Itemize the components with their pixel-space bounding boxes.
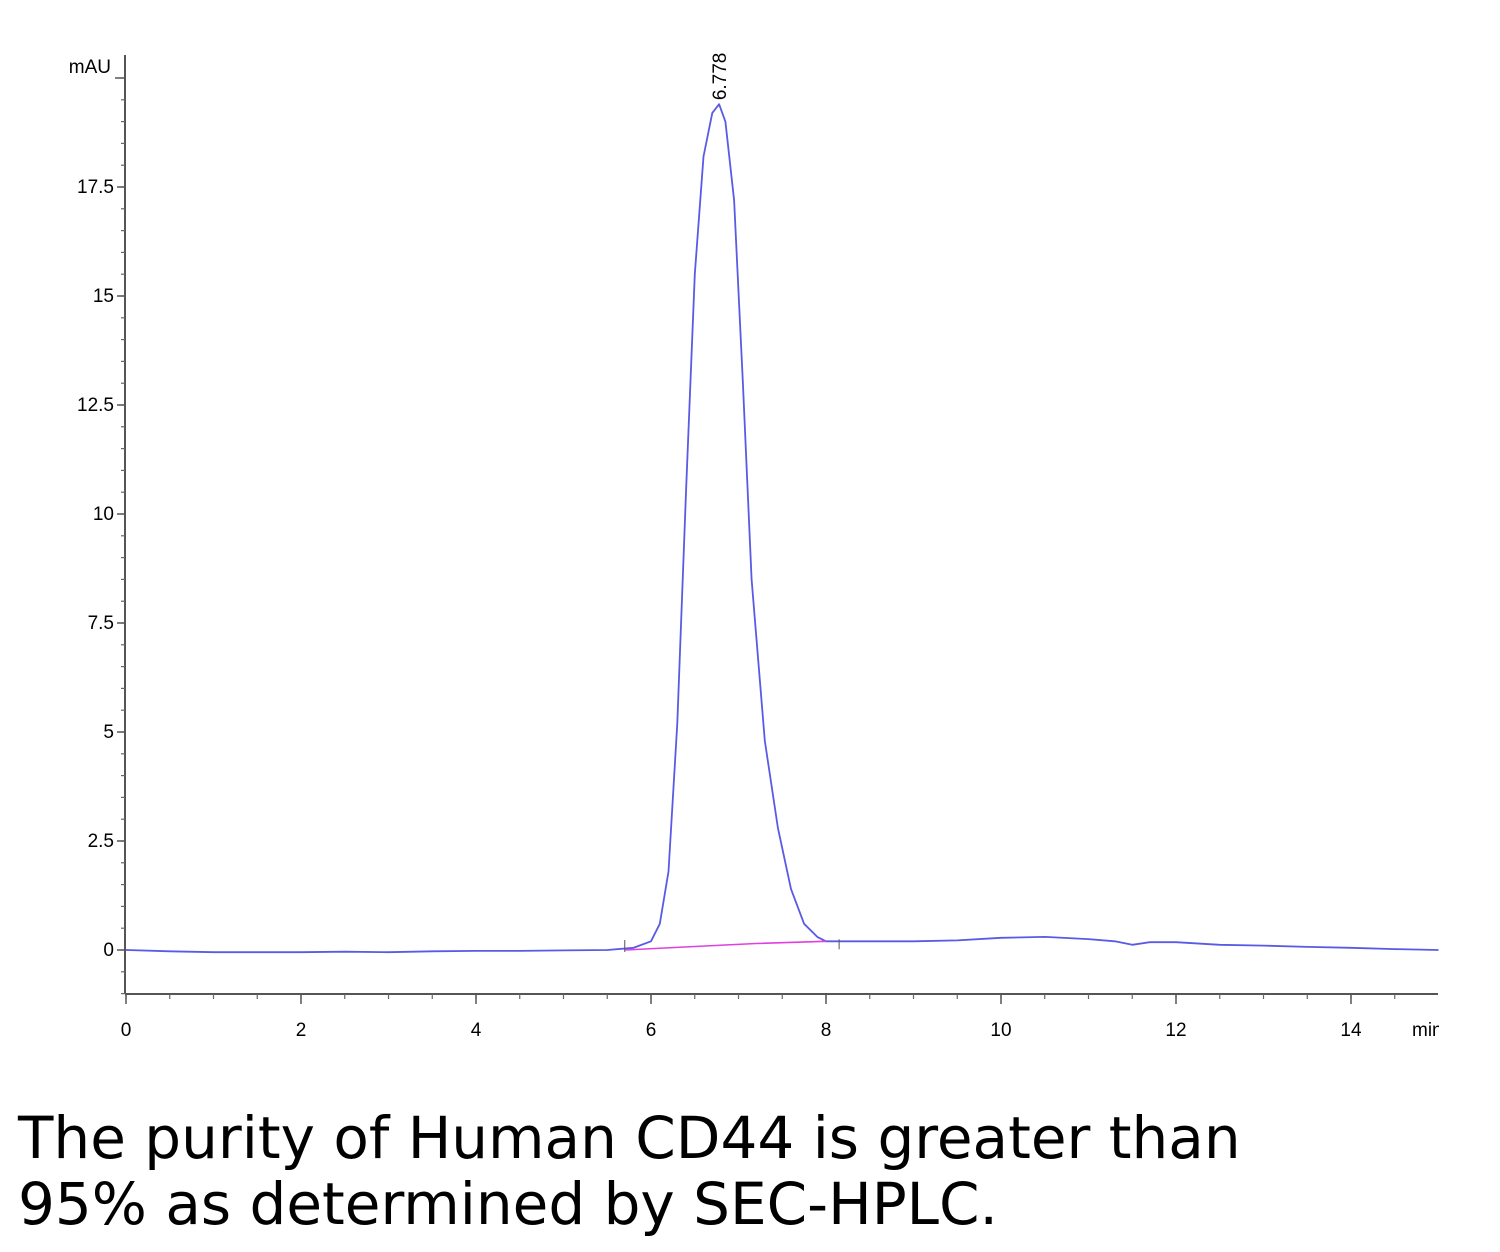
x-tick-label: 4 <box>471 1020 482 1041</box>
x-tick-label: 0 <box>121 1020 132 1041</box>
chromatogram-trace <box>125 103 1439 954</box>
y-tick-label: 2.5 <box>88 831 114 852</box>
y-tick-label: 10 <box>93 504 114 525</box>
y-tick-label: 0 <box>103 940 114 961</box>
x-tick-label: 10 <box>990 1020 1011 1041</box>
peak-annotations: 6.778 <box>710 53 731 101</box>
series-layer <box>125 103 1439 954</box>
y-tick-label: 15 <box>93 286 114 307</box>
caption-line-1: The purity of Human CD44 is greater than <box>18 1104 1241 1172</box>
x-tick-label: 6 <box>646 1020 657 1041</box>
x-label-mask <box>1439 1010 1500 1050</box>
x-axis-label: min <box>1412 1020 1443 1041</box>
x-tick-label: 14 <box>1340 1020 1362 1041</box>
y-tick-label: 7.5 <box>88 613 114 634</box>
x-tick-label: 2 <box>296 1020 307 1041</box>
y-axis: 0 2.5 5 7.5 10 12.5 15 17.5 mAU <box>69 55 126 995</box>
x-tick-label: 12 <box>1165 1020 1186 1041</box>
y-tick-label: 12.5 <box>77 395 114 416</box>
peak-label: 6.778 <box>710 53 731 101</box>
baseline-trace <box>624 940 827 951</box>
figure-caption: The purity of Human CD44 is greater than… <box>18 1105 1478 1237</box>
y-tick-label: 5 <box>103 722 114 743</box>
x-axis: 0 2 4 6 8 10 12 14 min <box>121 993 1500 1050</box>
y-axis-label: mAU <box>69 57 111 78</box>
x-tick-label: 8 <box>821 1020 832 1041</box>
chromatogram-chart: 0 2.5 5 7.5 10 12.5 15 17.5 mAU 0 2 4 6 8 10 12 14 min 6… <box>68 52 1500 1050</box>
caption-line-2: 95% as determined by SEC-HPLC. <box>18 1170 998 1238</box>
y-tick-label: 17.5 <box>77 177 114 198</box>
